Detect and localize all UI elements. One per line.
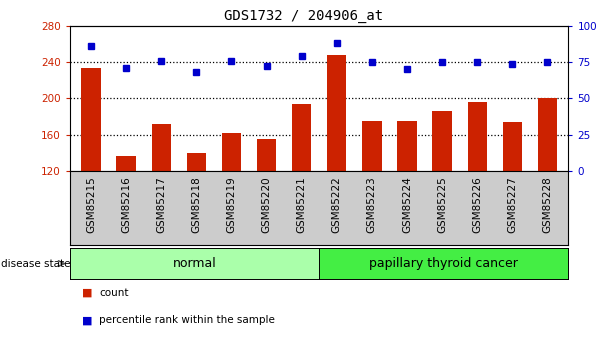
Text: GSM85218: GSM85218 <box>192 177 201 234</box>
Text: GSM85228: GSM85228 <box>542 177 553 234</box>
Text: GSM85226: GSM85226 <box>472 177 482 234</box>
Text: GSM85221: GSM85221 <box>297 177 306 234</box>
Text: GSM85216: GSM85216 <box>121 177 131 234</box>
Text: papillary thyroid cancer: papillary thyroid cancer <box>370 257 518 270</box>
Text: count: count <box>99 288 129 297</box>
Text: ■: ■ <box>82 315 92 325</box>
Bar <box>151 124 171 171</box>
Text: ■: ■ <box>82 288 92 297</box>
Text: disease state: disease state <box>1 259 70 268</box>
Bar <box>468 102 487 171</box>
Text: percentile rank within the sample: percentile rank within the sample <box>99 315 275 325</box>
Bar <box>292 104 311 171</box>
Bar <box>362 121 382 171</box>
Text: GSM85215: GSM85215 <box>86 177 96 234</box>
Text: GSM85222: GSM85222 <box>332 177 342 234</box>
Text: GSM85225: GSM85225 <box>437 177 447 234</box>
Text: GSM85224: GSM85224 <box>402 177 412 234</box>
Bar <box>222 133 241 171</box>
Text: GSM85220: GSM85220 <box>261 177 272 233</box>
Bar <box>257 139 276 171</box>
Bar <box>503 122 522 171</box>
Bar <box>397 121 416 171</box>
Text: GSM85217: GSM85217 <box>156 177 166 234</box>
Text: normal: normal <box>173 257 216 270</box>
Bar <box>117 156 136 171</box>
Text: GSM85227: GSM85227 <box>507 177 517 234</box>
Bar <box>327 55 347 171</box>
Text: GSM85223: GSM85223 <box>367 177 377 234</box>
Bar <box>537 98 557 171</box>
Bar <box>81 68 101 171</box>
Text: GSM85219: GSM85219 <box>226 177 237 234</box>
Bar <box>187 152 206 171</box>
Bar <box>432 111 452 171</box>
Text: GDS1732 / 204906_at: GDS1732 / 204906_at <box>224 9 384 23</box>
